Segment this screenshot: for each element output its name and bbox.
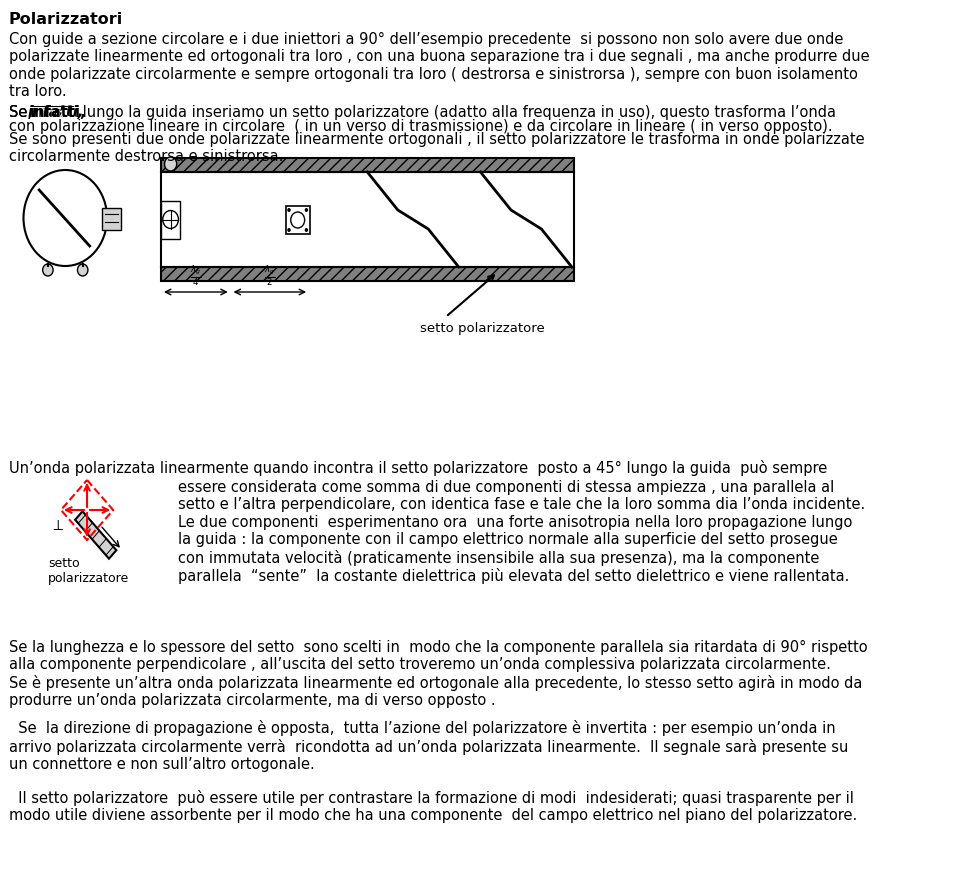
Text: setto
polarizzatore: setto polarizzatore	[48, 557, 130, 585]
Text: Se la lunghezza e lo spessore del setto  sono scelti in  modo che la componente : Se la lunghezza e lo spessore del setto …	[9, 640, 867, 709]
Text: Con guide a sezione circolare e i due iniettori a 90° dell’esempio precedente  s: Con guide a sezione circolare e i due in…	[9, 32, 870, 99]
Bar	[161, 201, 180, 239]
Circle shape	[42, 264, 53, 276]
Bar	[161, 172, 574, 267]
Text: infatti,: infatti,	[30, 105, 86, 120]
Text: $\frac{\lambda_g}{2}$: $\frac{\lambda_g}{2}$	[264, 264, 276, 288]
Text: con polarizzazione lineare in circolare  ( in un verso di trasmissione) e da cir: con polarizzazione lineare in circolare …	[9, 119, 832, 134]
Text: Se, ​infatti,  lungo la guida inseriamo un setto polarizzatore (adatto alla freq: Se, ​infatti, lungo la guida inseriamo u…	[9, 105, 847, 138]
Circle shape	[78, 264, 88, 276]
Polygon shape	[75, 511, 116, 559]
Text: Un’onda polarizzata linearmente quando incontra il setto polarizzatore  posto a : Un’onda polarizzata linearmente quando i…	[9, 460, 827, 476]
Circle shape	[164, 157, 177, 171]
Text: lungo la guida inseriamo un setto polarizzatore (adatto alla frequenza in uso), : lungo la guida inseriamo un setto polari…	[79, 105, 836, 120]
Text: Se,: Se,	[9, 105, 36, 120]
Text: setto polarizzatore: setto polarizzatore	[420, 322, 544, 335]
Text: infatti,: infatti,	[28, 105, 84, 120]
Text: Se,: Se,	[9, 105, 36, 120]
Text: essere considerata come somma di due componenti di stessa ampiezza , una paralle: essere considerata come somma di due com…	[179, 480, 866, 584]
Circle shape	[304, 228, 308, 232]
Bar	[102, 208, 121, 230]
Circle shape	[304, 208, 308, 212]
Text: Polarizzatori: Polarizzatori	[9, 12, 123, 27]
Text: $\perp$: $\perp$	[51, 517, 65, 532]
Bar	[285, 206, 310, 234]
Bar	[161, 267, 574, 281]
Text: $\frac{\lambda_g}{4}$: $\frac{\lambda_g}{4}$	[190, 264, 202, 288]
Circle shape	[287, 228, 291, 232]
Text: Se  la direzione di propagazione è opposta,  tutta l’azione del polarizzatore è : Se la direzione di propagazione è oppost…	[9, 720, 848, 772]
Bar	[161, 158, 574, 172]
Text: Se,: Se,	[9, 105, 36, 120]
Text: Se sono presenti due onde polarizzate linearmente ortogonali , il setto polarizz: Se sono presenti due onde polarizzate li…	[9, 132, 864, 164]
Text: Il setto polarizzatore  può essere utile per contrastare la formazione di modi  : Il setto polarizzatore può essere utile …	[9, 790, 857, 824]
Circle shape	[287, 208, 291, 212]
